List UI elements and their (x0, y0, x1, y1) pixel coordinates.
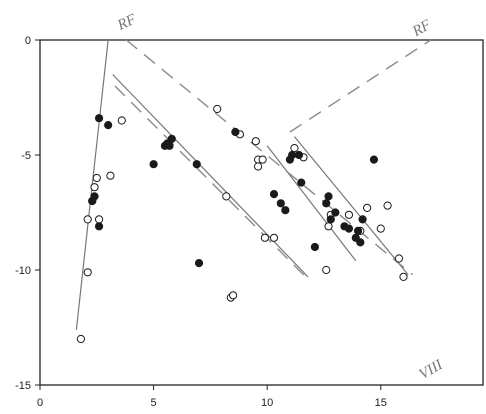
filled-point-2 (94, 222, 104, 231)
open-point-17 (258, 155, 267, 164)
open-point-30 (394, 254, 404, 263)
open-point-14 (251, 137, 260, 146)
filled-point-28 (353, 226, 363, 235)
annotations: RF RF VIII (114, 11, 446, 383)
filled-point-12 (231, 127, 240, 137)
open-point-5 (92, 173, 101, 183)
open-point-16 (253, 162, 263, 171)
open-point-18 (260, 233, 270, 242)
filled-point-23 (326, 215, 335, 224)
open-point-23 (324, 222, 333, 231)
open-point-29 (383, 201, 392, 210)
y-tick-label: -10 (15, 265, 31, 277)
dashed-line-5 (114, 85, 309, 280)
open-point-22 (322, 265, 331, 275)
filled-point-10 (192, 160, 201, 169)
y-tick-label: -15 (15, 380, 31, 392)
filled-point-22 (324, 192, 333, 201)
open-point-10 (222, 192, 231, 201)
filled-point-14 (276, 199, 285, 208)
open-point-0 (76, 334, 85, 344)
open-point-9 (213, 104, 222, 114)
open-point-7 (106, 171, 115, 180)
annotation-2: VIII (417, 357, 447, 383)
filled-point-17 (288, 150, 297, 160)
fit-lines (75, 39, 432, 330)
plot-frame (39, 39, 484, 386)
open-point-19 (269, 233, 279, 242)
x-tick-label: 15 (375, 397, 387, 409)
open-point-27 (363, 203, 372, 212)
dashed-line-6 (289, 39, 432, 133)
filled-point-18 (294, 150, 304, 160)
filled-point-26 (344, 224, 354, 233)
data-points (76, 104, 408, 344)
filled-point-31 (369, 155, 379, 164)
y-tick-label: 0 (25, 35, 31, 47)
axis-ticks: 0 5 10 15 0 -5 -10 -15 (15, 35, 387, 409)
filled-point-20 (310, 242, 319, 252)
solid-line-3 (293, 136, 409, 275)
filled-point-8 (165, 141, 174, 150)
filled-point-1 (90, 192, 99, 201)
filled-point-9 (167, 134, 176, 143)
filled-point-19 (297, 178, 306, 187)
annotation-1: RF (409, 17, 434, 41)
solid-line-1 (112, 74, 309, 278)
open-point-4 (90, 183, 99, 192)
x-tick-label: 5 (151, 397, 157, 409)
filled-point-21 (322, 199, 331, 208)
open-point-1 (83, 268, 92, 277)
solid-line-2 (266, 145, 357, 262)
y-tick-label: -5 (21, 150, 31, 162)
filled-point-30 (358, 215, 367, 224)
filled-point-3 (94, 114, 104, 123)
open-point-31 (399, 272, 408, 281)
filled-point-15 (281, 206, 290, 215)
filled-point-4 (104, 121, 113, 130)
x-tick-label: 0 (37, 397, 43, 409)
open-point-6 (94, 215, 104, 224)
open-point-28 (376, 224, 385, 233)
annotation-0: RF (114, 11, 139, 34)
filled-point-13 (269, 190, 279, 199)
open-point-2 (83, 215, 92, 224)
open-point-8 (117, 116, 126, 125)
x-tick-label: 10 (261, 397, 273, 409)
open-point-20 (290, 144, 299, 153)
filled-point-24 (331, 208, 340, 217)
filled-point-11 (194, 259, 204, 268)
filled-point-5 (149, 160, 158, 169)
filled-point-29 (356, 238, 365, 247)
open-point-25 (344, 210, 354, 219)
open-point-12 (229, 291, 238, 300)
dashed-line-4 (125, 39, 414, 276)
